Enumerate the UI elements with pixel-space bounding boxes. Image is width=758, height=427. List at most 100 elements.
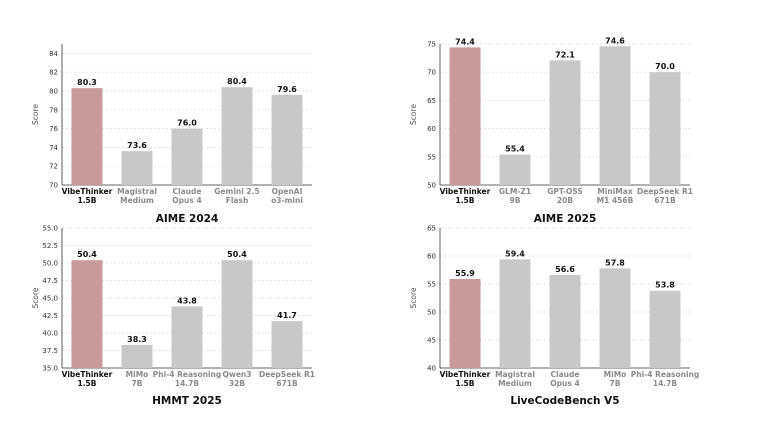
y-tick-label: 74: [49, 144, 58, 152]
bar-value-label: 41.7: [277, 311, 297, 320]
y-tick-label: 35.0: [42, 365, 58, 373]
x-tick-label: MiMo: [126, 370, 149, 379]
bar: [449, 278, 481, 368]
x-tick-label: Qwen3: [223, 370, 252, 379]
x-tick-label: Phi-4 Reasoning: [631, 370, 700, 379]
x-tick-label: 14.7B: [175, 379, 200, 388]
bar-value-label: 55.4: [505, 145, 525, 154]
y-tick-label: 50.0: [42, 260, 58, 268]
x-tick-label: 7B: [132, 379, 143, 388]
x-tick-label: 9B: [510, 196, 521, 205]
x-tick-label: Phi-4 Reasoning: [153, 370, 222, 379]
y-axis-label: Score: [31, 104, 40, 125]
x-tick-label: MiMo: [604, 370, 627, 379]
bar-value-label: 50.4: [227, 250, 247, 259]
x-tick-label: 671B: [654, 196, 676, 205]
x-tick-label: Medium: [120, 196, 154, 205]
bar: [499, 259, 531, 368]
bar-value-label: 72.1: [555, 50, 575, 59]
y-axis-label: Score: [409, 104, 418, 125]
y-tick-label: 45.0: [42, 295, 58, 303]
x-tick-label: Gemini 2.5: [214, 187, 259, 196]
y-tick-label: 70: [49, 182, 58, 190]
bar: [499, 154, 531, 185]
y-tick-label: 47.5: [42, 277, 58, 285]
bar: [121, 151, 153, 185]
x-tick-label: 32B: [229, 379, 245, 388]
bar-value-label: 80.4: [227, 77, 247, 86]
y-tick-label: 55: [427, 153, 436, 161]
x-tick-label: GLM-Z1: [499, 187, 531, 196]
x-tick-label: VibeThinker: [62, 187, 113, 196]
y-tick-label: 80: [49, 88, 58, 96]
bar: [599, 46, 631, 186]
bar: [121, 344, 153, 368]
bar-value-label: 76.0: [177, 119, 197, 128]
y-tick-label: 37.5: [42, 347, 58, 355]
y-tick-label: 40: [427, 365, 436, 373]
bar: [171, 306, 203, 368]
y-tick-label: 78: [49, 106, 58, 114]
y-tick-label: 42.5: [42, 312, 58, 320]
y-tick-label: 60: [427, 253, 436, 261]
y-tick-label: 40.0: [42, 330, 58, 338]
bar: [599, 268, 631, 368]
chart-panel-3: 35.0 37.5 40.0 42.5 45.0 47.5 50.0 52.5 55.0 Scor…: [31, 225, 315, 408]
bar-value-label: 80.3: [77, 78, 97, 87]
x-tick-label: 7B: [610, 379, 621, 388]
x-tick-label: 671B: [276, 379, 298, 388]
bar: [221, 87, 253, 185]
x-tick-label: Opus 4: [172, 196, 201, 205]
chart-title: AIME 2025: [534, 213, 597, 225]
y-axis-label: Score: [409, 287, 418, 308]
bar-value-label: 79.6: [277, 85, 297, 94]
bar-value-label: 73.6: [127, 141, 147, 150]
bar-value-label: 55.9: [455, 269, 475, 278]
x-tick-label: 20B: [557, 196, 573, 205]
bar: [71, 88, 103, 185]
bar: [221, 260, 253, 368]
x-tick-label: VibeThinker: [440, 187, 491, 196]
x-tick-label: 1.5B: [77, 196, 96, 205]
bar-value-label: 53.8: [655, 281, 675, 290]
y-tick-label: 82: [49, 69, 58, 77]
x-tick-label: MiniMax: [597, 187, 632, 196]
x-tick-label: Magistral: [495, 370, 535, 379]
x-tick-label: Opus 4: [550, 379, 579, 388]
x-tick-label: Flash: [226, 196, 249, 205]
bar: [171, 128, 203, 185]
bar: [271, 94, 303, 185]
x-tick-label: Claude: [173, 187, 202, 196]
bar-value-label: 57.8: [605, 258, 625, 267]
y-axis-label: Score: [31, 287, 40, 308]
bar-value-label: 70.0: [655, 62, 675, 71]
x-tick-label: GPT-OSS: [547, 187, 583, 196]
x-tick-label: 1.5B: [455, 379, 474, 388]
bar-value-label: 74.4: [455, 37, 475, 46]
y-tick-label: 50: [427, 309, 436, 317]
chart-panel-1: 70 72 74 76 78 80 82 84 Score 80.3 VibeThinker1.5B…: [31, 44, 312, 225]
bar-value-label: 50.4: [77, 250, 97, 259]
y-tick-label: 52.5: [42, 242, 58, 250]
x-tick-label: o3-mini: [271, 196, 303, 205]
bar: [71, 260, 103, 368]
x-tick-label: Magistral: [117, 187, 157, 196]
chart-title: HMMT 2025: [152, 395, 222, 407]
bar-value-label: 56.6: [555, 265, 575, 274]
bar: [271, 321, 303, 368]
x-tick-label: Medium: [498, 379, 532, 388]
y-tick-label: 76: [49, 125, 58, 133]
bar: [649, 290, 681, 368]
bar-value-label: 74.6: [605, 36, 625, 45]
x-tick-label: DeepSeek R1: [637, 187, 693, 196]
x-tick-label: 1.5B: [77, 379, 96, 388]
y-tick-label: 45: [427, 337, 436, 345]
x-tick-label: 1.5B: [455, 196, 474, 205]
y-tick-label: 65: [427, 97, 436, 105]
y-tick-label: 55: [427, 281, 436, 289]
bar: [649, 72, 681, 185]
bar-value-label: 43.8: [177, 296, 197, 305]
